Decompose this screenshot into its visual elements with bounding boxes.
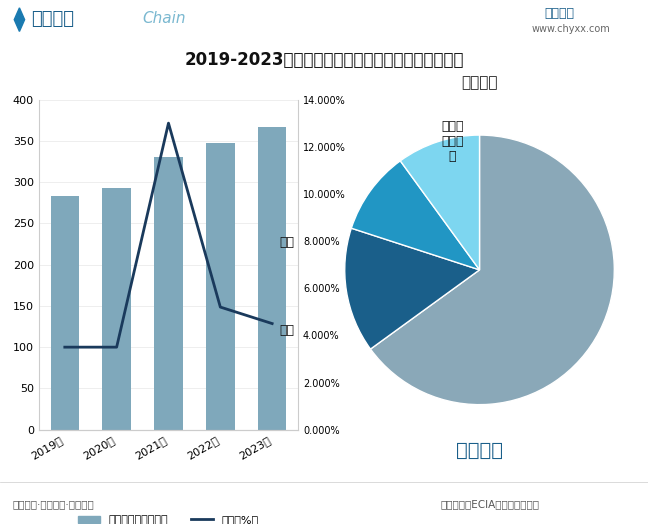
Bar (102, 188, 131, 430)
Wedge shape (345, 228, 480, 349)
Wedge shape (400, 135, 480, 270)
Text: 发展现状: 发展现状 (31, 10, 74, 28)
Wedge shape (371, 135, 614, 405)
Text: 电阻: 电阻 (279, 236, 294, 249)
Text: www.chyxx.com: www.chyxx.com (531, 25, 610, 35)
Bar (154, 157, 183, 430)
Text: 资料来源：ECIA、智研咨询整理: 资料来源：ECIA、智研咨询整理 (441, 499, 540, 509)
Text: Chain: Chain (143, 12, 186, 26)
Legend: 市场规模（亿美元）, 增速（%）: 市场规模（亿美元）, 增速（%） (73, 511, 264, 524)
Bar (258, 127, 286, 430)
Text: 射频元
件及其
他: 射频元 件及其 他 (441, 121, 464, 163)
Text: 电感: 电感 (279, 324, 294, 337)
Title: 市场结构: 市场结构 (461, 75, 498, 91)
Polygon shape (14, 8, 25, 31)
Bar (51, 196, 79, 430)
Text: 智研咨询: 智研咨询 (456, 441, 503, 460)
Text: 精品报告·专项定制·品质服务: 精品报告·专项定制·品质服务 (13, 499, 95, 509)
Bar (206, 143, 235, 430)
Text: 2019-2023年全球被动元件市场规模及市场结构情况: 2019-2023年全球被动元件市场规模及市场结构情况 (184, 51, 464, 69)
Wedge shape (351, 161, 480, 270)
Text: 智研咨询: 智研咨询 (544, 7, 574, 20)
